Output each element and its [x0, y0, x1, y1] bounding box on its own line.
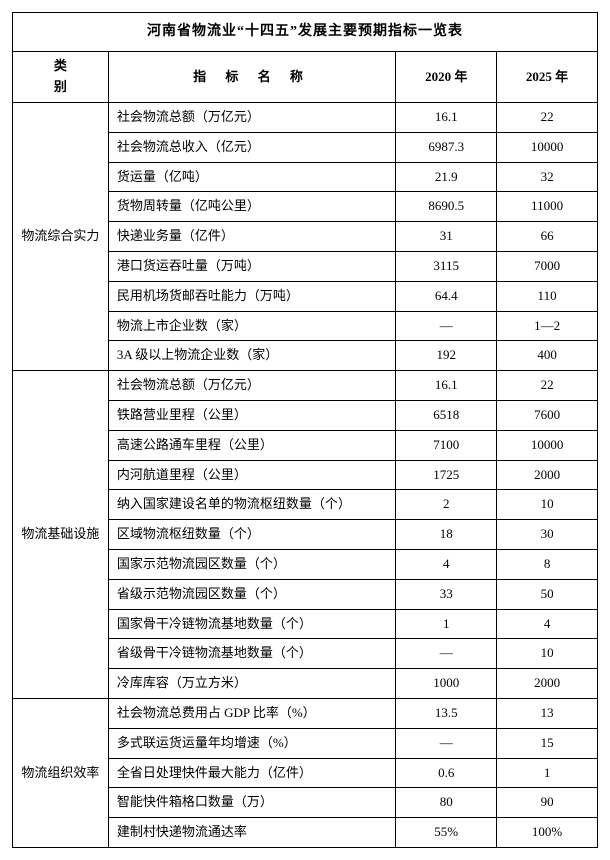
table-title: 河南省物流业“十四五”发展主要预期指标一览表	[13, 13, 598, 52]
value-year2: 10000	[497, 132, 598, 162]
indicator-cell: 民用机场货邮吞吐能力（万吨）	[108, 281, 395, 311]
value-year1: 6518	[396, 400, 497, 430]
indicator-cell: 3A 级以上物流企业数（家）	[108, 341, 395, 371]
value-year1: 64.4	[396, 281, 497, 311]
value-year1: 13.5	[396, 698, 497, 728]
value-year2: 90	[497, 788, 598, 818]
value-year2: 7600	[497, 400, 598, 430]
value-year2: 11000	[497, 192, 598, 222]
indicator-cell: 多式联运货运量年均增速（%）	[108, 728, 395, 758]
value-year1: 8690.5	[396, 192, 497, 222]
indicator-cell: 省级骨干冷链物流基地数量（个）	[108, 639, 395, 669]
value-year2: 30	[497, 520, 598, 550]
indicator-cell: 全省日处理快件最大能力（亿件）	[108, 758, 395, 788]
value-year2: 13	[497, 698, 598, 728]
value-year1: 55%	[396, 818, 497, 848]
value-year1: 4	[396, 549, 497, 579]
value-year1: 1725	[396, 460, 497, 490]
value-year2: 22	[497, 371, 598, 401]
table-row: 物流组织效率社会物流总费用占 GDP 比率（%）13.513	[13, 698, 598, 728]
value-year1: 16.1	[396, 102, 497, 132]
category-cell: 物流基础设施	[13, 371, 109, 699]
value-year1: —	[396, 728, 497, 758]
indicator-cell: 国家骨干冷链物流基地数量（个）	[108, 609, 395, 639]
value-year1: 18	[396, 520, 497, 550]
value-year2: 110	[497, 281, 598, 311]
value-year2: 50	[497, 579, 598, 609]
value-year1: 21.9	[396, 162, 497, 192]
indicator-cell: 货物周转量（亿吨公里）	[108, 192, 395, 222]
indicator-cell: 社会物流总费用占 GDP 比率（%）	[108, 698, 395, 728]
value-year1: 1	[396, 609, 497, 639]
value-year1: 80	[396, 788, 497, 818]
indicator-cell: 社会物流总额（万亿元）	[108, 102, 395, 132]
value-year1: 2	[396, 490, 497, 520]
header-category: 类别	[13, 52, 109, 103]
value-year2: 10	[497, 490, 598, 520]
indicator-cell: 区域物流枢纽数量（个）	[108, 520, 395, 550]
value-year1: 16.1	[396, 371, 497, 401]
indicator-cell: 纳入国家建设名单的物流枢纽数量（个）	[108, 490, 395, 520]
indicator-cell: 建制村快递物流通达率	[108, 818, 395, 848]
value-year2: 1	[497, 758, 598, 788]
indicator-cell: 物流上市企业数（家）	[108, 311, 395, 341]
value-year1: 7100	[396, 430, 497, 460]
value-year1: 3115	[396, 251, 497, 281]
indicator-cell: 铁路营业里程（公里）	[108, 400, 395, 430]
value-year2: 22	[497, 102, 598, 132]
value-year2: 10000	[497, 430, 598, 460]
header-year2: 2025 年	[497, 52, 598, 103]
value-year2: 4	[497, 609, 598, 639]
value-year1: 33	[396, 579, 497, 609]
indicator-cell: 快递业务量（亿件）	[108, 222, 395, 252]
value-year2: 15	[497, 728, 598, 758]
indicator-cell: 高速公路通车里程（公里）	[108, 430, 395, 460]
indicator-cell: 内河航道里程（公里）	[108, 460, 395, 490]
value-year2: 1—2	[497, 311, 598, 341]
value-year2: 8	[497, 549, 598, 579]
value-year2: 7000	[497, 251, 598, 281]
value-year1: —	[396, 639, 497, 669]
indicator-cell: 港口货运吞吐量（万吨）	[108, 251, 395, 281]
header-year1: 2020 年	[396, 52, 497, 103]
indicator-cell: 社会物流总额（万亿元）	[108, 371, 395, 401]
value-year1: 6987.3	[396, 132, 497, 162]
value-year2: 10	[497, 639, 598, 669]
value-year1: —	[396, 311, 497, 341]
value-year1: 0.6	[396, 758, 497, 788]
table-row: 物流基础设施社会物流总额（万亿元）16.122	[13, 371, 598, 401]
indicator-cell: 社会物流总收入（亿元）	[108, 132, 395, 162]
indicator-cell: 省级示范物流园区数量（个）	[108, 579, 395, 609]
indicator-cell: 国家示范物流园区数量（个）	[108, 549, 395, 579]
value-year2: 66	[497, 222, 598, 252]
value-year2: 400	[497, 341, 598, 371]
value-year1: 31	[396, 222, 497, 252]
value-year2: 100%	[497, 818, 598, 848]
category-cell: 物流组织效率	[13, 698, 109, 847]
indicator-cell: 智能快件箱格口数量（万）	[108, 788, 395, 818]
indicator-table: 河南省物流业“十四五”发展主要预期指标一览表 类别 指 标 名 称 2020 年…	[12, 12, 598, 848]
value-year2: 32	[497, 162, 598, 192]
header-indicator: 指 标 名 称	[108, 52, 395, 103]
table-row: 物流综合实力社会物流总额（万亿元）16.122	[13, 102, 598, 132]
value-year1: 192	[396, 341, 497, 371]
indicator-cell: 货运量（亿吨）	[108, 162, 395, 192]
category-cell: 物流综合实力	[13, 102, 109, 370]
value-year2: 2000	[497, 460, 598, 490]
